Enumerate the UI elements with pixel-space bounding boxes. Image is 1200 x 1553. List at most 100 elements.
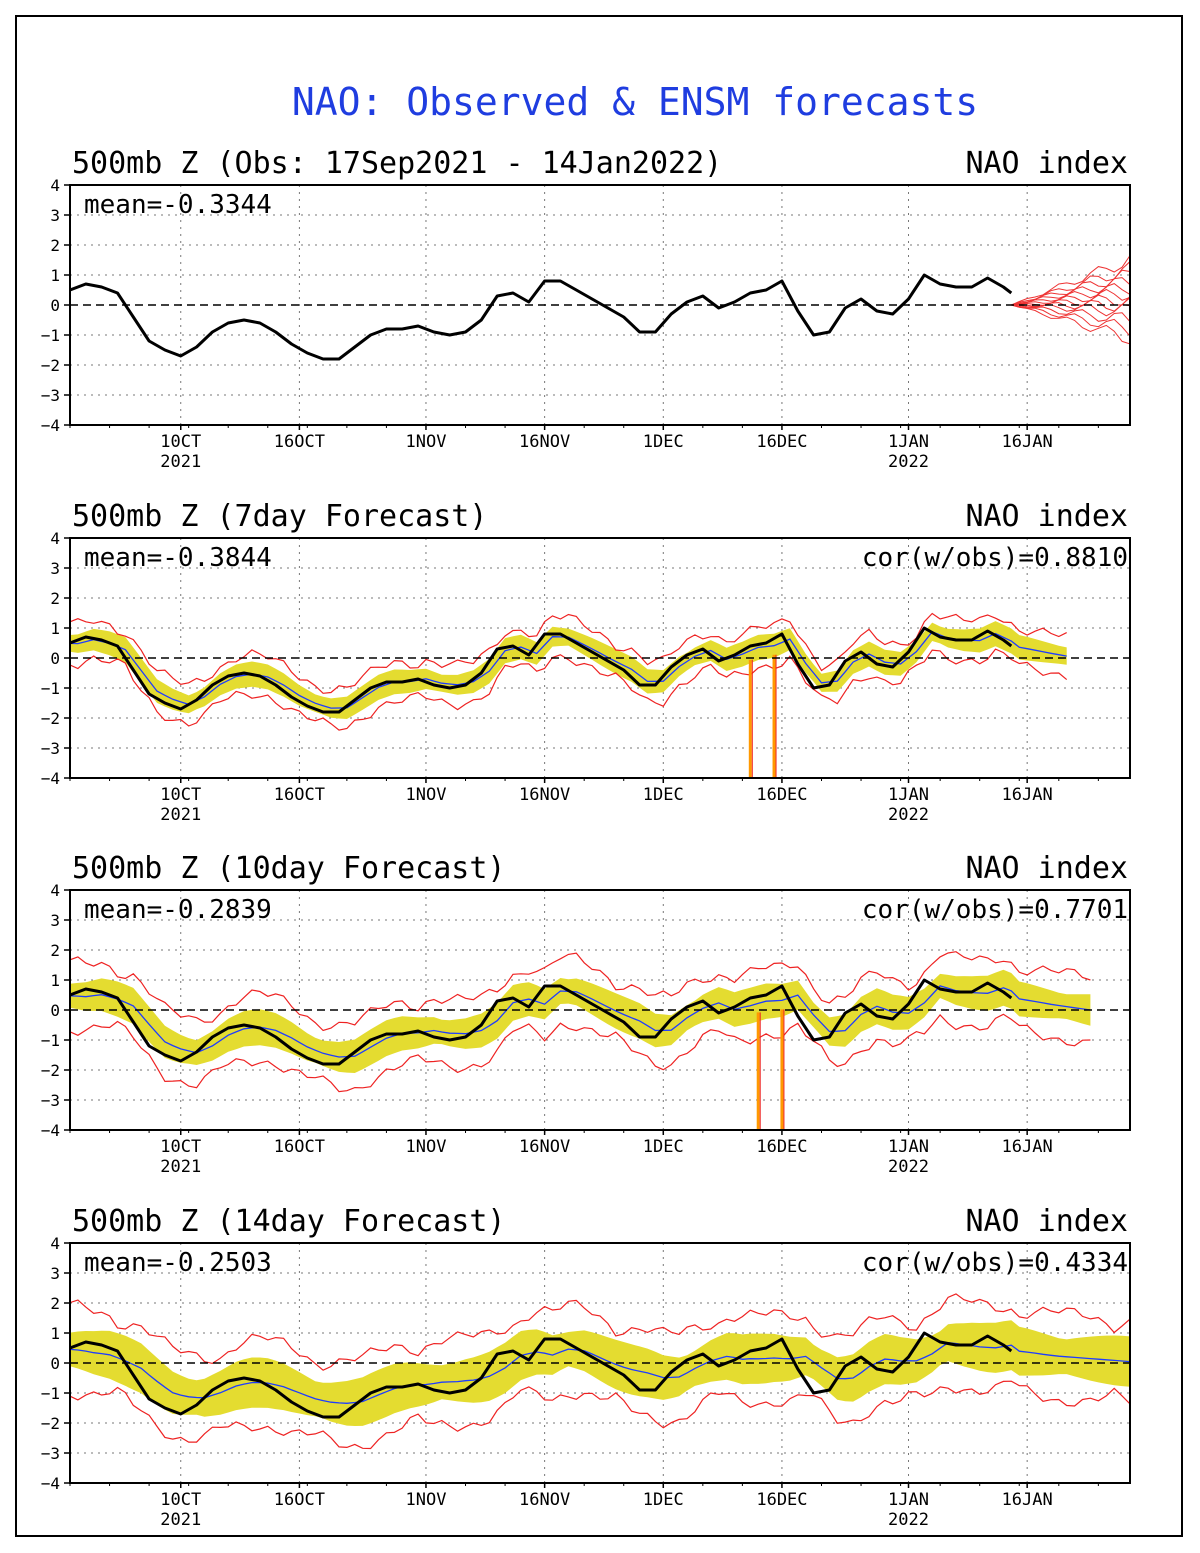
observed-line (70, 978, 1013, 1066)
bound-lower (70, 1013, 1091, 1093)
x-tick-label: 1JAN (888, 432, 929, 452)
y-tick-label: −3 (41, 739, 60, 758)
y-tick-label: 0 (50, 649, 60, 668)
main-title: NAO: Observed & ENSM forecasts (292, 80, 978, 124)
mean-label: mean=-0.3344 (84, 190, 272, 220)
x-tick-label: 1JAN (888, 1490, 929, 1510)
forecast-member-line (1011, 294, 1130, 307)
y-tick-label: 3 (50, 559, 60, 578)
y-tick-label: 1 (50, 971, 60, 990)
plot-area (70, 951, 1091, 1130)
panel-2: 500mb Z (7day Forecast) NAO index 4 3 2 1 0 −1 −… (41, 499, 1131, 825)
x-tick-label: 16JAN (1002, 1490, 1053, 1510)
x-tick-label: 16DEC (756, 785, 807, 805)
panel-right-title: NAO index (965, 851, 1128, 886)
bound-lower (70, 1380, 1130, 1450)
x-tick-label: 16NOV (519, 1490, 570, 1510)
x-tick-label: 10CT (160, 1137, 201, 1157)
x-tick-label: 10CT (160, 785, 201, 805)
x-tick-label: 1DEC (643, 785, 684, 805)
x-tick-label: 16DEC (756, 1137, 807, 1157)
y-tick-label: 4 (50, 529, 60, 548)
panel-right-title: NAO index (965, 1204, 1128, 1239)
panel-title: 500mb Z (10day Forecast) (72, 851, 505, 886)
x-tick-sublabel: 2021 (160, 1157, 201, 1177)
y-tick-label: 1 (50, 1324, 60, 1343)
forecast-member-line (1011, 261, 1130, 306)
y-tick-label: −2 (41, 356, 60, 375)
x-tick-sublabel: 2021 (160, 452, 201, 472)
forecast-member-line (1011, 297, 1130, 312)
x-tick-label: 16OCT (274, 1137, 325, 1157)
panel-4: 500mb Z (14day Forecast) NAO index 4 3 2 1 0 −1… (41, 1204, 1131, 1530)
x-tick-label: 1NOV (405, 1490, 446, 1510)
x-tick-label: 16JAN (1002, 785, 1053, 805)
x-tick-label: 16NOV (519, 1137, 570, 1157)
forecast-member-line (1011, 277, 1130, 306)
mean-label: mean=-0.3844 (84, 543, 272, 573)
y-tick-label: −4 (41, 1474, 60, 1493)
y-tick-label: −1 (41, 1031, 60, 1050)
y-tick-label: −4 (41, 416, 60, 435)
figure-frame (15, 15, 1183, 1537)
forecast-member-line (1011, 304, 1130, 337)
panel-1: 500mb Z (Obs: 17Sep2021 - 14Jan2022) NAO … (41, 146, 1131, 472)
plot-area (70, 612, 1068, 778)
x-tick-sublabel: 2021 (160, 805, 201, 825)
correlation-label: cor(w/obs)=0.8810 (862, 543, 1128, 573)
bound-upper (70, 1293, 1130, 1371)
correlation-label: cor(w/obs)=0.4334 (862, 1248, 1128, 1278)
x-tick-label: 10CT (160, 1490, 201, 1510)
bound-upper (70, 951, 1091, 1032)
x-tick-label: 1NOV (405, 1137, 446, 1157)
correlation-label: cor(w/obs)=0.7701 (862, 895, 1128, 925)
x-tick-label: 16OCT (274, 785, 325, 805)
y-tick-label: −3 (41, 1444, 60, 1463)
y-tick-label: 0 (50, 1001, 60, 1020)
x-tick-label: 16DEC (756, 1490, 807, 1510)
y-tick-label: 0 (50, 296, 60, 315)
x-tick-label: 16NOV (519, 785, 570, 805)
y-tick-label: −1 (41, 1384, 60, 1403)
y-tick-label: 2 (50, 941, 60, 960)
y-tick-label: 4 (50, 176, 60, 195)
observed-line (70, 1331, 1013, 1419)
y-tick-label: −2 (41, 1061, 60, 1080)
x-tick-sublabel: 2022 (888, 1157, 929, 1177)
x-tick-sublabel: 2022 (888, 452, 929, 472)
panel-title: 500mb Z (7day Forecast) (72, 499, 487, 534)
forecast-member-line (1011, 288, 1130, 306)
ensemble-mean-line (70, 985, 1091, 1058)
x-tick-sublabel: 2021 (160, 1510, 201, 1530)
forecast-member-line (1011, 255, 1130, 306)
panel-3: 500mb Z (10day Forecast) NAO index 4 3 2 1 0 −1… (41, 851, 1131, 1177)
y-tick-label: −2 (41, 709, 60, 728)
y-tick-label: 4 (50, 1234, 60, 1253)
y-tick-label: 0 (50, 1354, 60, 1373)
forecast-member-line (1011, 283, 1130, 306)
y-tick-label: −1 (41, 679, 60, 698)
y-tick-label: 2 (50, 236, 60, 255)
x-tick-label: 16DEC (756, 432, 807, 452)
y-tick-label: 3 (50, 911, 60, 930)
y-tick-label: −4 (41, 1121, 60, 1140)
y-tick-label: 1 (50, 266, 60, 285)
ensemble-spread (70, 1320, 1130, 1426)
panel-right-title: NAO index (965, 499, 1128, 534)
panel-right-title: NAO index (965, 146, 1128, 181)
bound-lower (70, 648, 1068, 731)
observed-line (70, 273, 1013, 361)
y-tick-label: 2 (50, 1294, 60, 1313)
y-tick-label: −2 (41, 1414, 60, 1433)
plot-area (70, 1293, 1130, 1450)
y-tick-label: −3 (41, 1091, 60, 1110)
panels: 500mb Z (Obs: 17Sep2021 - 14Jan2022) NAO … (41, 146, 1131, 1530)
x-tick-label: 16NOV (519, 432, 570, 452)
mean-label: mean=-0.2503 (84, 1248, 272, 1278)
y-tick-label: 1 (50, 619, 60, 638)
x-tick-label: 1NOV (405, 432, 446, 452)
y-tick-label: −1 (41, 326, 60, 345)
x-tick-label: 1NOV (405, 785, 446, 805)
y-tick-label: 3 (50, 1264, 60, 1283)
panel-title: 500mb Z (Obs: 17Sep2021 - 14Jan2022) (72, 146, 722, 181)
